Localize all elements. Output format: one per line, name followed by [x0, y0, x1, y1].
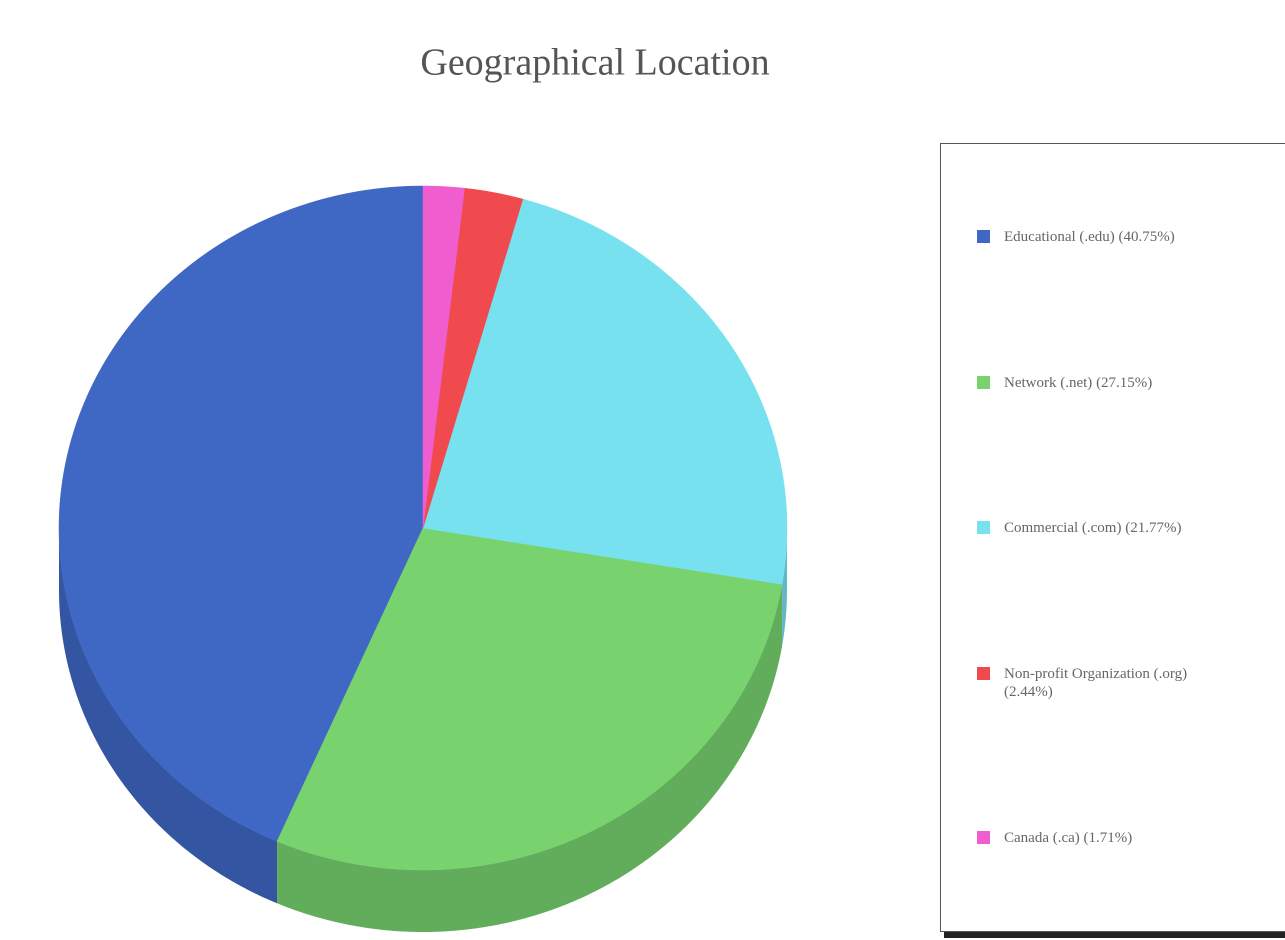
legend-value: (1.71%) — [1083, 830, 1133, 847]
chart: Geographical Location — [58, 42, 788, 932]
legend-label: Commercial (.com) — [1004, 520, 1122, 537]
legend-text: Educational (.edu) (40.75%) — [1004, 228, 1219, 246]
legend-value: (2.44%) — [1004, 684, 1053, 701]
legend-swatch — [977, 521, 990, 535]
slice-side — [782, 529, 787, 647]
slice — [276, 527, 783, 871]
legend-swatch — [977, 667, 990, 681]
legend-text: Non-profit Organization (.org) (2.44%) — [1004, 665, 1219, 701]
slice-side — [277, 584, 783, 932]
legend-value: (27.15%) — [1096, 374, 1153, 391]
legend-value: (40.75%) — [1118, 228, 1175, 245]
legend-item: Educational (.edu) (40.75%) — [977, 228, 1257, 246]
legend-text: Network (.net) (27.15%) — [1004, 374, 1219, 392]
legend-item: Non-profit Organization (.org) (2.44%) — [977, 665, 1257, 701]
slice — [422, 185, 465, 529]
legend-value: (21.77%) — [1125, 520, 1182, 537]
legend-swatch — [977, 831, 990, 845]
legend-item: Commercial (.com) (21.77%) — [977, 519, 1257, 537]
pie-sides — [59, 529, 787, 932]
legend-label: Network (.net) — [1004, 374, 1093, 391]
slice-side — [59, 530, 278, 904]
slice — [422, 198, 788, 585]
legend-label: Canada (.ca) — [1004, 830, 1080, 847]
slice — [58, 185, 424, 842]
legend-swatch — [977, 229, 990, 243]
legend: Educational (.edu) (40.75%) Network (.net… — [940, 143, 1285, 932]
legend-item: Network (.net) (27.15%) — [977, 374, 1257, 392]
legend-text: Canada (.ca) (1.71%) — [1004, 829, 1219, 847]
legend-swatch — [977, 375, 990, 389]
chart-title: Geographical Location — [420, 42, 769, 84]
legend-text: Commercial (.com) (21.77%) — [1004, 519, 1219, 537]
legend-label: Non-profit Organization (.org) — [1004, 666, 1188, 683]
legend-label: Educational (.edu) — [1004, 228, 1115, 245]
legend-item: Canada (.ca) (1.71%) — [977, 829, 1257, 847]
pie-tops — [58, 185, 788, 871]
slice — [422, 187, 524, 529]
